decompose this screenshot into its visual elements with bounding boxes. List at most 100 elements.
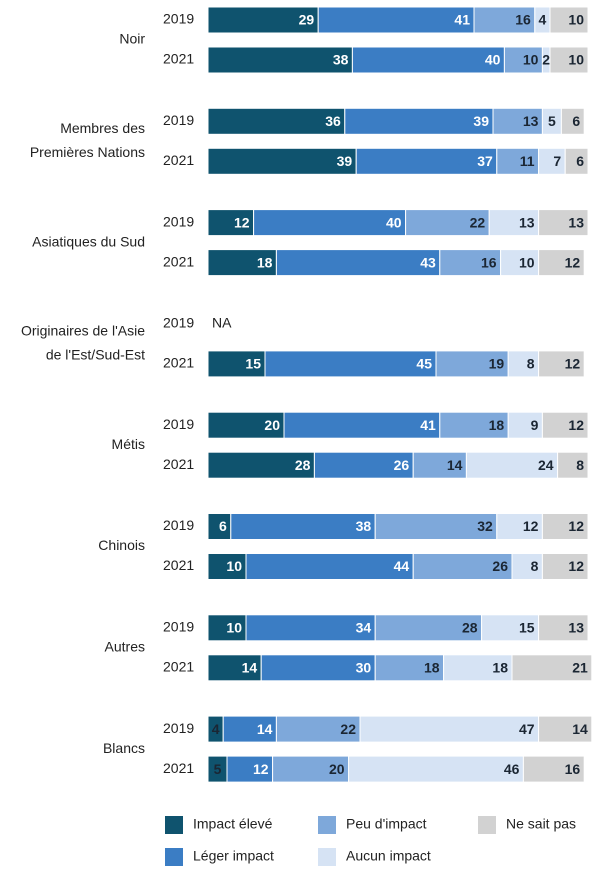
legend-swatch (478, 816, 496, 834)
bar-segment (564, 147, 589, 175)
bar-segment (260, 654, 376, 682)
value-label: 2 (542, 52, 550, 68)
group-label: Métis (112, 436, 145, 452)
bar-segment (207, 614, 247, 642)
year-label: 2021 (163, 557, 194, 573)
bar-segment (264, 350, 437, 378)
bar-segment (207, 249, 277, 277)
value-label: 4 (212, 721, 220, 737)
value-label: 12 (523, 518, 539, 534)
value-label: 14 (572, 721, 588, 737)
value-label: 34 (356, 620, 372, 636)
group-label: Autres (105, 639, 145, 655)
bar-segment (272, 755, 350, 783)
year-label: 2021 (163, 253, 194, 269)
value-label: 37 (477, 153, 493, 169)
value-label: 12 (234, 214, 250, 230)
year-label: 2019 (163, 517, 194, 533)
bar-segment (557, 451, 589, 479)
value-label: 10 (519, 254, 535, 270)
legend-label: Peu d'impact (346, 816, 427, 832)
legend-swatch (165, 816, 183, 834)
value-label: 16 (481, 254, 497, 270)
value-label: 18 (257, 254, 273, 270)
legend-label: Impact élevé (193, 816, 273, 832)
bar-segment (492, 107, 543, 135)
value-label: 14 (257, 721, 273, 737)
value-label: 9 (531, 417, 539, 433)
bar-segment (465, 451, 559, 479)
group-label: Originaires de l'Asie (21, 323, 145, 339)
group-label: Membres des (60, 120, 145, 136)
bar-segment (374, 614, 483, 642)
value-label: 5 (548, 113, 556, 129)
value-label: 26 (394, 457, 410, 473)
value-label: 12 (568, 417, 584, 433)
bar-segment (283, 411, 441, 439)
bar-segment (275, 715, 361, 743)
value-label: 26 (492, 558, 508, 574)
value-label: 21 (572, 660, 588, 676)
bar-segment (496, 513, 543, 540)
value-label: 15 (519, 620, 535, 636)
value-label: 13 (568, 620, 584, 636)
value-label: 40 (485, 52, 501, 68)
value-label: 12 (565, 356, 581, 372)
year-label: 2021 (163, 760, 194, 776)
value-label: 22 (340, 721, 356, 737)
value-label: 28 (295, 457, 311, 473)
group-label: Chinois (98, 537, 145, 553)
bar-segment (207, 451, 315, 479)
year-label: 2021 (163, 456, 194, 472)
bar-segment (313, 451, 414, 479)
value-label: 45 (416, 356, 432, 372)
value-label: 8 (576, 457, 584, 473)
bar-segment (538, 350, 585, 378)
value-label: 8 (531, 558, 539, 574)
bar-segment (435, 350, 509, 378)
value-label: 41 (420, 417, 436, 433)
bar-segment (207, 6, 319, 34)
bar-segment (511, 553, 543, 580)
missing-label: NA (212, 315, 232, 331)
bar-segment (207, 411, 285, 439)
value-label: 6 (572, 113, 580, 129)
bar-segment (207, 209, 255, 237)
bar-segment (245, 614, 376, 642)
value-label: 4 (539, 12, 547, 28)
year-label: 2019 (163, 720, 194, 736)
value-label: 19 (489, 356, 505, 372)
value-label: 18 (492, 660, 508, 676)
year-label: 2019 (163, 619, 194, 635)
value-label: 41 (454, 12, 470, 28)
value-label: 16 (515, 12, 531, 28)
value-label: 12 (253, 761, 269, 777)
value-label: 43 (420, 254, 436, 270)
year-label: 2021 (163, 355, 194, 371)
bar-segment (481, 614, 540, 642)
value-label: 28 (462, 620, 478, 636)
value-label: 44 (394, 558, 410, 574)
value-label: 13 (568, 214, 584, 230)
bar-segment (351, 46, 505, 74)
group-label: Asiatiques du Sud (32, 233, 145, 249)
year-label: 2021 (163, 152, 194, 168)
bar-segment (522, 755, 585, 783)
bar-segment (207, 46, 353, 74)
value-label: 47 (519, 721, 535, 737)
legend-label: Aucun impact (346, 848, 431, 864)
bar-segment (541, 553, 589, 580)
bar-segment (207, 107, 346, 135)
bar-segment (245, 553, 414, 580)
value-label: 18 (489, 417, 505, 433)
bar-segment (412, 451, 467, 479)
value-label: 12 (568, 518, 584, 534)
group-label: de l'Est/Sud-Est (46, 347, 145, 363)
bar-segment (538, 249, 585, 277)
bar-segment (207, 350, 266, 378)
value-label: 32 (477, 518, 493, 534)
bar-segment (507, 350, 540, 378)
year-label: 2019 (163, 11, 194, 27)
legend-swatch (165, 848, 183, 866)
